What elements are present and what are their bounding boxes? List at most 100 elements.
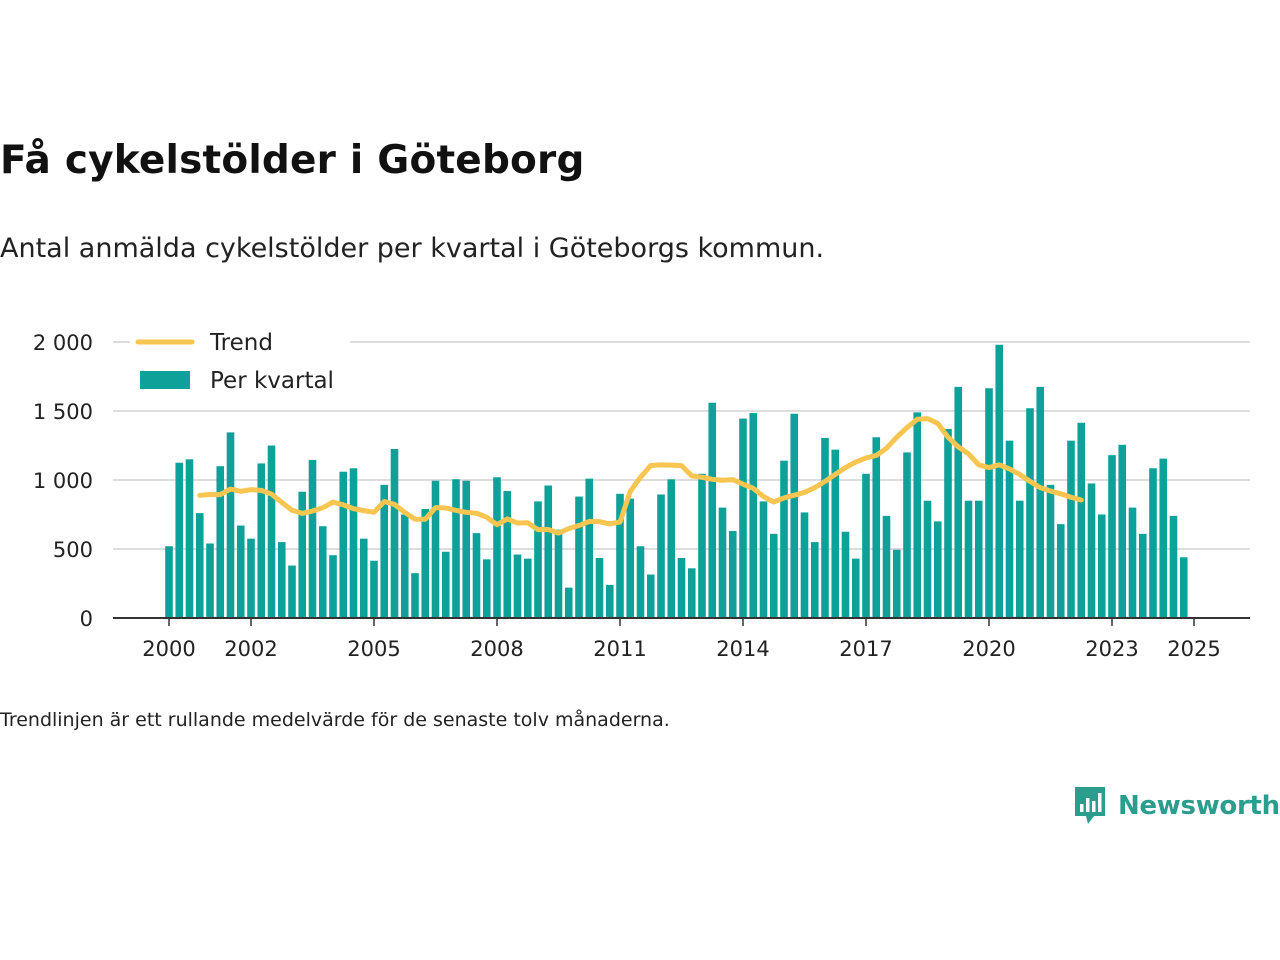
bar (452, 479, 460, 618)
bar (370, 560, 378, 618)
x-tick-label: 2025 (1167, 637, 1220, 661)
bar (575, 496, 583, 618)
bar (1169, 515, 1178, 618)
bar (493, 477, 501, 618)
bar (390, 448, 399, 618)
bar (195, 513, 204, 618)
trend-line (197, 416, 1084, 536)
bar (616, 493, 624, 618)
bar (718, 507, 727, 618)
bar (1159, 458, 1168, 618)
legend-trend-label: Trend (209, 330, 273, 356)
x-tick-label: 2023 (1085, 637, 1138, 661)
bar (667, 479, 676, 618)
bar (472, 533, 481, 618)
bar (595, 557, 604, 618)
bar (985, 388, 993, 618)
bar (185, 459, 194, 618)
legend-bar-label: Per kvartal (210, 368, 334, 394)
bar (482, 559, 491, 618)
bar (1077, 422, 1086, 618)
bar (790, 413, 799, 618)
y-tick-label: 1 500 (33, 400, 93, 424)
bar (626, 498, 635, 618)
bar (1067, 440, 1075, 618)
bar (1036, 386, 1045, 618)
bar (831, 449, 840, 618)
bar (1005, 440, 1014, 618)
bar (1149, 468, 1157, 618)
bar (400, 514, 409, 618)
bar (923, 500, 932, 618)
bar (780, 460, 788, 618)
brand-logo[interactable]: Newsworthy (1072, 784, 1280, 828)
bar (349, 468, 358, 618)
bar (298, 491, 307, 618)
bar (421, 508, 430, 618)
bar (339, 471, 348, 618)
bar (954, 386, 963, 618)
bar (1015, 500, 1024, 618)
bar (1108, 455, 1116, 618)
bar (872, 437, 881, 618)
bar (513, 554, 522, 618)
bar (882, 515, 891, 618)
chart-title: Få cykelstölder i Göteborg (0, 138, 585, 183)
bar (462, 480, 471, 618)
bar (903, 452, 911, 618)
trend-series (197, 416, 1084, 536)
bar (892, 549, 901, 618)
bar (329, 555, 337, 618)
bar (534, 501, 542, 618)
bar (318, 526, 327, 618)
bar (523, 558, 532, 618)
bar (564, 587, 573, 618)
bar (964, 500, 973, 618)
x-tick-label: 2002 (224, 637, 277, 661)
bar (277, 542, 286, 618)
bar (646, 574, 655, 618)
bar (841, 531, 850, 618)
bar (544, 485, 553, 618)
bar (308, 459, 317, 618)
bar (636, 546, 645, 618)
bar (728, 531, 737, 618)
bar (431, 480, 440, 618)
bar (677, 557, 686, 618)
bar (605, 584, 614, 618)
bar (759, 501, 768, 618)
bar (1179, 557, 1188, 618)
bar (288, 565, 296, 618)
bar (749, 413, 758, 618)
bar (1087, 483, 1096, 618)
x-tick-label: 2008 (470, 637, 523, 661)
bar-series (165, 344, 1188, 618)
x-tick-label: 2000 (142, 637, 195, 661)
y-tick-label: 500 (53, 538, 93, 562)
bar (165, 546, 173, 618)
bar (769, 533, 778, 618)
bar (1138, 533, 1147, 618)
bar (1128, 507, 1137, 618)
y-tick-label: 1 000 (33, 469, 93, 493)
bar (974, 500, 983, 618)
x-tick-label: 2020 (962, 637, 1015, 661)
axes: 2000 2002 2005 2008 2011 2014 2017 2020 2023 2025 (113, 617, 1250, 661)
bar (554, 529, 563, 618)
bar (257, 463, 266, 618)
newsworthy-chart-icon (1075, 787, 1105, 824)
y-tick-label: 2 000 (33, 331, 93, 355)
bar (739, 418, 747, 618)
x-tick-label: 2011 (593, 637, 646, 661)
bar (933, 521, 942, 618)
bar (851, 558, 860, 618)
bar (359, 538, 368, 618)
bar (585, 478, 594, 618)
bar (503, 491, 512, 618)
bar (698, 473, 706, 618)
bar (1026, 408, 1034, 618)
brand-name: Newsworthy (1118, 791, 1280, 821)
x-tick-label: 2017 (839, 637, 892, 661)
bar (995, 344, 1004, 618)
bar (1056, 524, 1065, 618)
